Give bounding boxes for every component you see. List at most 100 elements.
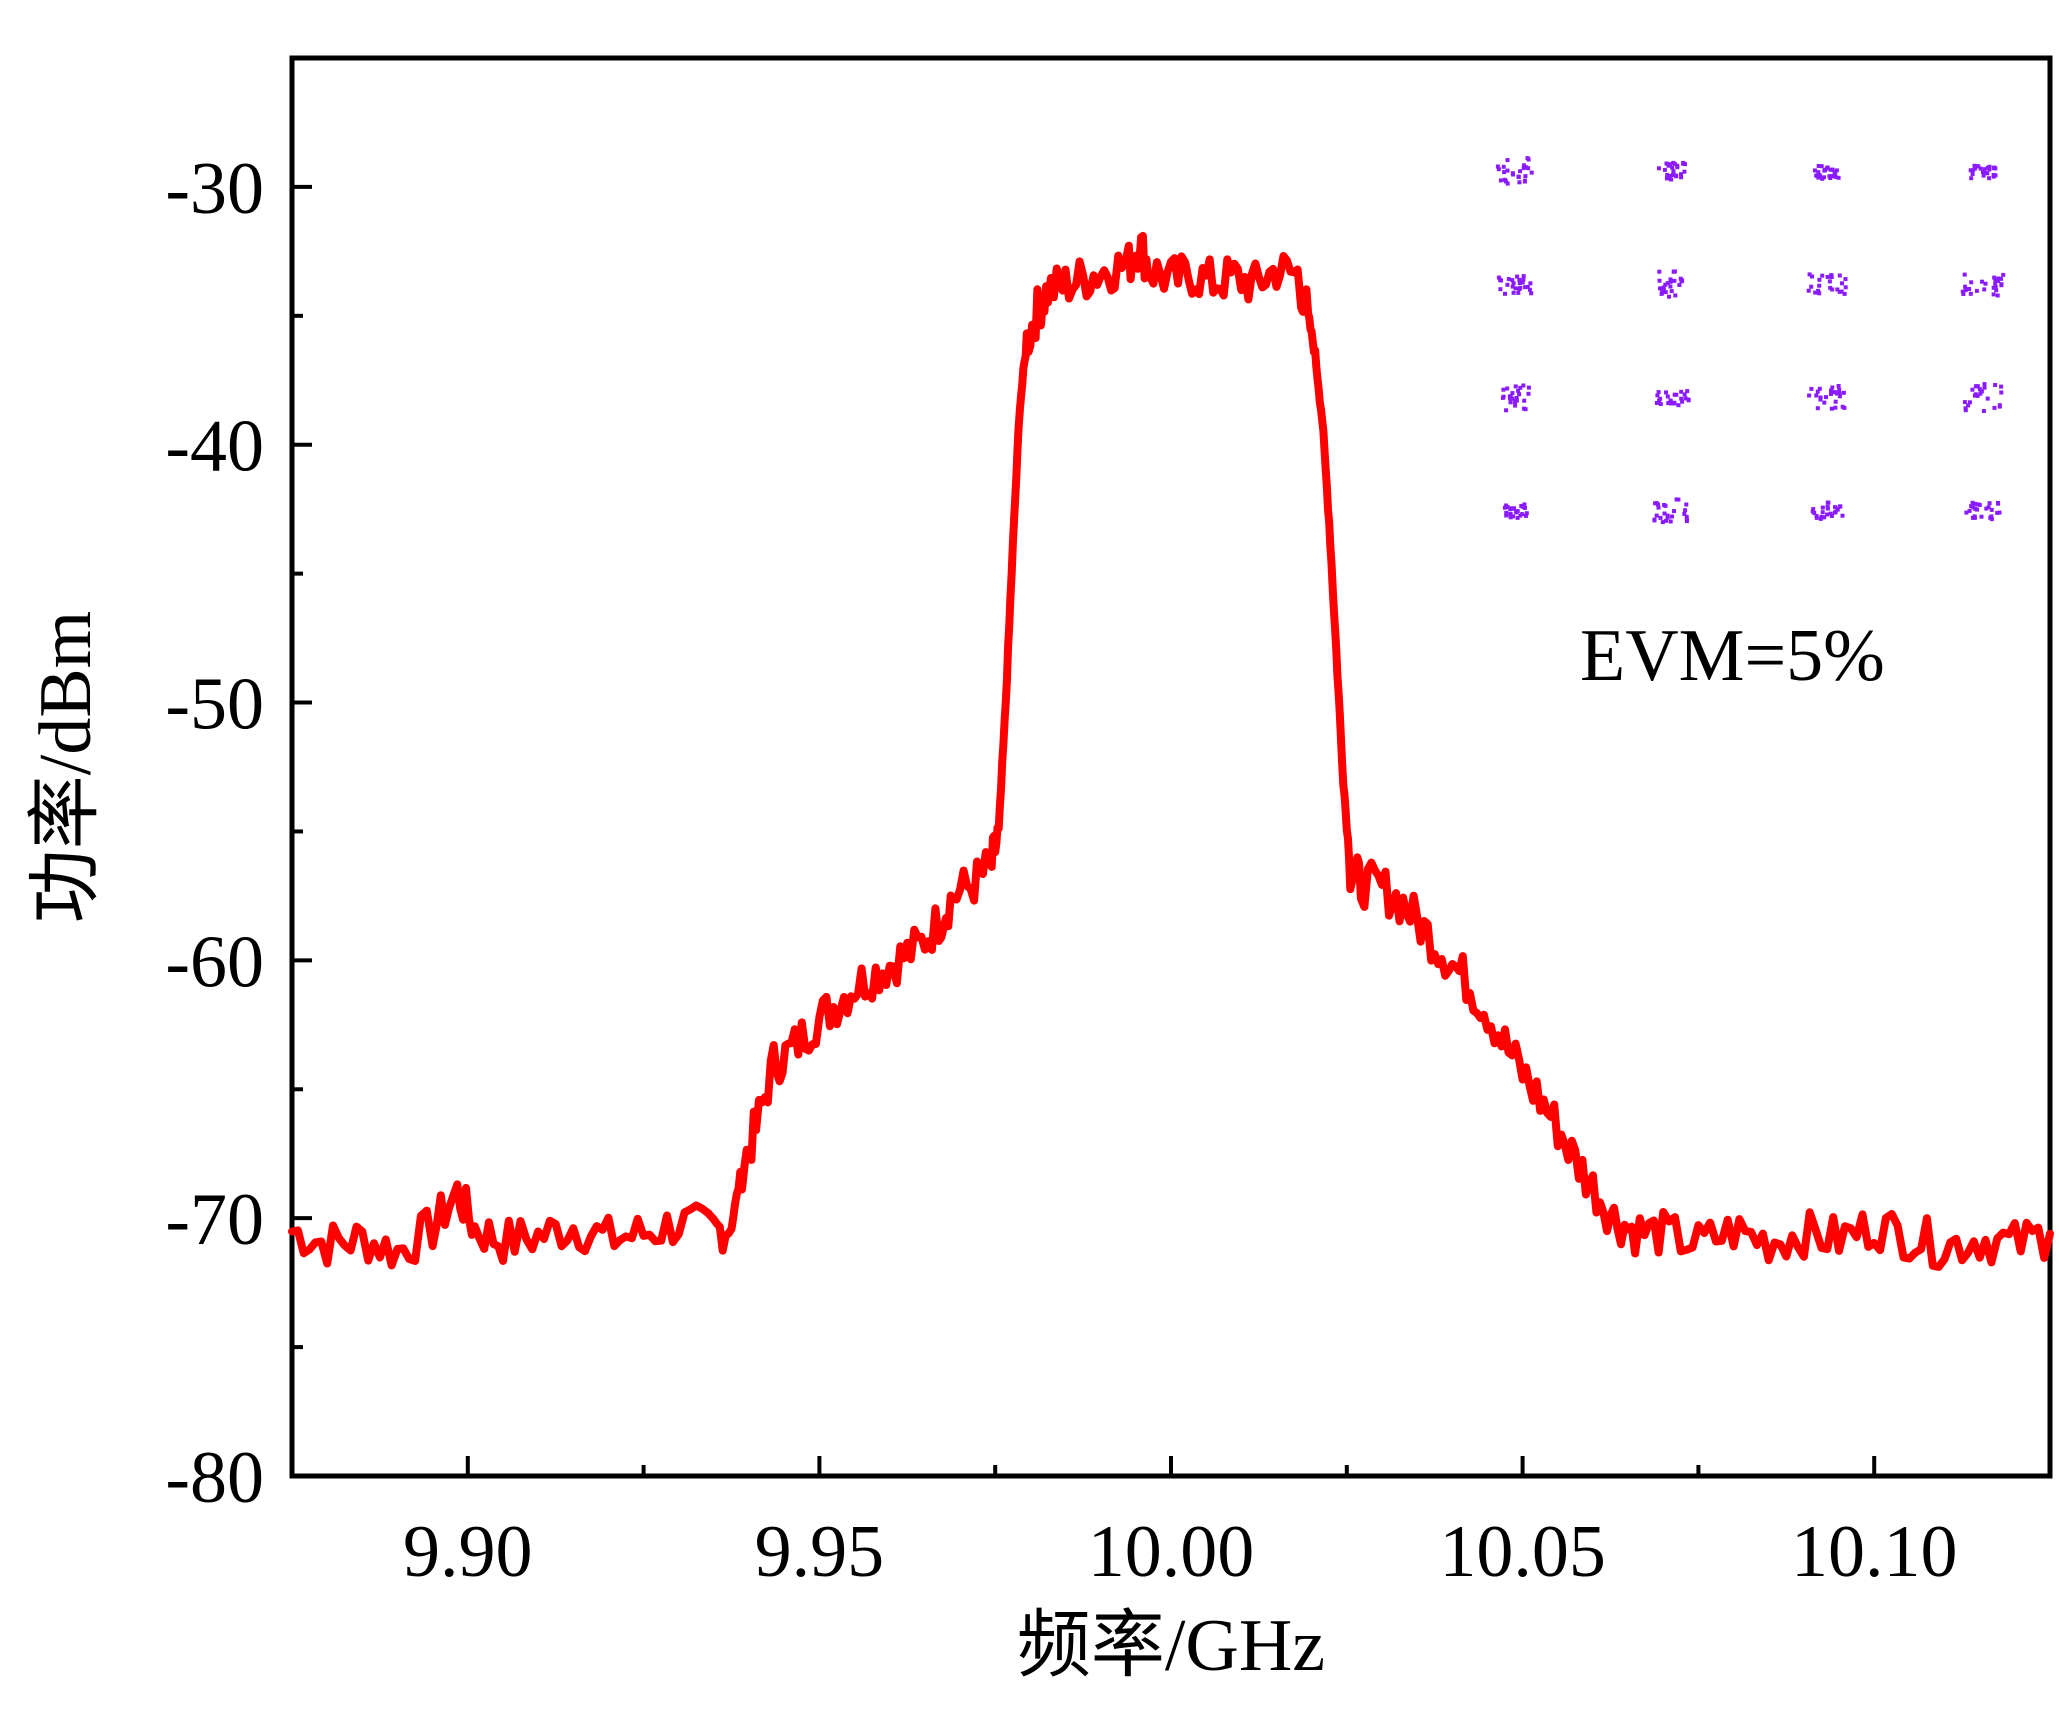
constellation-point — [1809, 284, 1814, 289]
constellation-point — [1995, 293, 2000, 298]
constellation-point — [1982, 382, 1987, 387]
constellation-point — [1677, 283, 1682, 287]
constellation-point — [1684, 514, 1689, 519]
constellation-point — [1837, 387, 1842, 392]
constellation-point — [1501, 387, 1506, 392]
constellation-point — [1655, 393, 1660, 398]
constellation-point — [1514, 510, 1519, 515]
constellation-point — [1661, 285, 1666, 290]
constellation-point — [1987, 167, 1992, 172]
constellation-point — [1983, 281, 1988, 286]
constellation-point — [1505, 505, 1510, 510]
constellation-point — [1510, 171, 1515, 176]
constellation-point — [1999, 390, 2004, 395]
constellation-point — [1828, 511, 1833, 516]
constellation-point — [1670, 514, 1674, 519]
constellation-point — [1500, 395, 1505, 400]
constellation-point — [1812, 168, 1817, 173]
constellation-point — [1654, 513, 1659, 518]
constellation-point — [1817, 173, 1822, 178]
constellation-point — [1511, 506, 1516, 511]
constellation-point — [1672, 161, 1677, 166]
x-axis-title: 频率/GHz — [1017, 1605, 1325, 1687]
constellation-point — [1991, 292, 1996, 297]
constellation-point — [1818, 397, 1823, 402]
constellation-point — [1513, 403, 1518, 408]
constellation-point — [1824, 395, 1828, 400]
constellation-point — [1820, 505, 1825, 510]
constellation-point — [1495, 164, 1500, 169]
constellation-point — [1835, 506, 1840, 511]
x-tick-label: 9.90 — [403, 1511, 533, 1593]
constellation-cluster — [1960, 272, 2006, 298]
constellation-point — [1837, 394, 1842, 399]
constellation-point — [1674, 173, 1679, 178]
constellation-point — [1833, 405, 1838, 410]
constellation-point — [1667, 174, 1672, 178]
constellation-point — [1505, 181, 1510, 186]
constellation-point — [1807, 393, 1812, 398]
constellation-point — [1843, 277, 1848, 282]
constellation-point — [1812, 510, 1817, 515]
constellation-point — [1807, 272, 1812, 277]
constellation-point — [1667, 176, 1672, 181]
constellation-point — [1967, 287, 1972, 291]
constellation-point — [1975, 507, 1980, 512]
constellation-point — [1999, 384, 2004, 389]
constellation-point — [1989, 507, 1994, 512]
constellation-point — [1529, 291, 1534, 296]
constellation-point — [1987, 164, 1992, 169]
constellation-point — [1508, 400, 1513, 405]
x-tick-label: 10.10 — [1791, 1511, 1958, 1593]
constellation-point — [1829, 273, 1834, 278]
constellation-point — [1981, 173, 1986, 178]
constellation-point — [1996, 501, 2001, 506]
constellation-point — [1498, 178, 1503, 183]
series-layer — [288, 231, 2054, 1271]
constellation-point — [1521, 274, 1526, 279]
constellation-point — [1999, 283, 2004, 288]
constellation-point — [1982, 287, 1987, 292]
constellation-point — [1523, 407, 1528, 412]
constellation-point — [1517, 392, 1522, 397]
constellation-point — [1840, 513, 1845, 518]
constellation-point — [1681, 161, 1686, 166]
constellation-point — [1833, 399, 1838, 404]
constellation-point — [1498, 277, 1502, 282]
constellation-point — [1516, 388, 1521, 393]
constellation-point — [1671, 171, 1676, 176]
constellation-point — [1665, 173, 1670, 177]
constellation-point — [1506, 277, 1511, 282]
constellation-point — [1992, 405, 1997, 410]
constellation-point — [1977, 502, 1982, 507]
constellation-point — [1513, 286, 1518, 291]
constellation-point — [1991, 285, 1996, 290]
constellation-point — [1970, 387, 1975, 392]
constellation-point — [1526, 166, 1531, 171]
constellation-point — [1502, 505, 1507, 510]
constellation-point — [1817, 386, 1822, 391]
constellation-point — [1985, 171, 1990, 176]
constellation-point — [1673, 293, 1678, 298]
constellation-point — [1664, 390, 1668, 395]
constellation-point — [2001, 272, 2006, 277]
constellation-point — [1817, 277, 1822, 282]
constellation-point — [1659, 291, 1664, 296]
constellation-point — [1525, 284, 1530, 289]
x-tick-label: 10.00 — [1088, 1511, 1255, 1593]
constellation-point — [1669, 401, 1674, 406]
constellation-point — [1516, 175, 1521, 180]
constellation-point — [1834, 168, 1839, 173]
constellation-point — [1518, 169, 1523, 174]
x-tick-label: 9.95 — [755, 1511, 885, 1593]
constellation-point — [1994, 288, 1999, 293]
constellation-point — [1517, 277, 1522, 282]
constellation-point — [1653, 501, 1658, 506]
constellation-point — [1660, 520, 1665, 525]
constellation-point — [1672, 278, 1677, 283]
constellation-point — [1992, 275, 1997, 280]
constellation-point — [1679, 175, 1684, 180]
constellation-point — [1518, 385, 1523, 390]
constellation-point — [1962, 272, 1967, 277]
